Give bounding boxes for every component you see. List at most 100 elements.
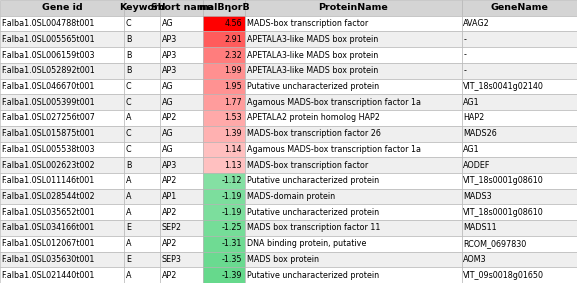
Bar [462, 31, 577, 47]
Text: C: C [126, 98, 132, 107]
Bar [245, 110, 462, 126]
Text: F.alba1.0SL034166t001: F.alba1.0SL034166t001 [2, 224, 95, 232]
Bar [203, 31, 245, 47]
Text: DNA binding protein, putative: DNA binding protein, putative [247, 239, 366, 248]
Bar [245, 31, 462, 47]
Text: -1.39: -1.39 [221, 271, 242, 280]
Bar [124, 79, 160, 94]
Bar [124, 94, 160, 110]
Text: -: - [463, 66, 466, 75]
Bar [203, 220, 245, 236]
Text: F.alba1.0SL006159t003: F.alba1.0SL006159t003 [2, 51, 95, 59]
Bar [124, 157, 160, 173]
Bar [160, 173, 203, 189]
Bar [160, 47, 203, 63]
Bar [245, 142, 462, 157]
Text: F.alba1.0SL035630t001: F.alba1.0SL035630t001 [2, 255, 95, 264]
Text: Gene id: Gene id [42, 3, 83, 12]
Text: C: C [126, 82, 132, 91]
Bar [245, 0, 462, 16]
Bar [203, 204, 245, 220]
Bar [124, 110, 160, 126]
Text: VIT_09s0018g01650: VIT_09s0018g01650 [463, 271, 544, 280]
Text: AP3: AP3 [162, 66, 177, 75]
Bar [160, 63, 203, 79]
Text: VIT_18s0001g08610: VIT_18s0001g08610 [463, 208, 544, 217]
Bar [462, 142, 577, 157]
Bar [462, 157, 577, 173]
Bar [160, 142, 203, 157]
Text: B: B [126, 51, 132, 59]
Text: F.alba1.0SL046670t001: F.alba1.0SL046670t001 [2, 82, 95, 91]
Text: AG: AG [162, 19, 173, 28]
Text: SEP3: SEP3 [162, 255, 181, 264]
Text: F.alba1.0SL005565t001: F.alba1.0SL005565t001 [2, 35, 95, 44]
Bar [0, 94, 124, 110]
Bar [124, 16, 160, 31]
Bar [160, 79, 203, 94]
Bar [462, 126, 577, 142]
Text: A: A [126, 208, 132, 217]
Text: E: E [126, 224, 131, 232]
Bar [203, 252, 245, 267]
Bar [462, 220, 577, 236]
Bar [203, 189, 245, 204]
Bar [245, 126, 462, 142]
Text: -1.35: -1.35 [221, 255, 242, 264]
Bar [160, 204, 203, 220]
Text: MADS-domain protein: MADS-domain protein [247, 192, 335, 201]
Text: -: - [463, 51, 466, 59]
Text: A: A [126, 192, 132, 201]
Bar [462, 0, 577, 16]
Text: F.alba1.0SL011146t001: F.alba1.0SL011146t001 [2, 176, 95, 185]
Text: HAP2: HAP2 [463, 113, 485, 123]
Bar [245, 173, 462, 189]
Text: F.alba1.0SL028544t002: F.alba1.0SL028544t002 [2, 192, 95, 201]
Text: AP2: AP2 [162, 208, 177, 217]
Text: Putative uncharacterized protein: Putative uncharacterized protein [247, 176, 379, 185]
Text: F.alba1.0SL002623t002: F.alba1.0SL002623t002 [2, 160, 95, 170]
Text: MADS11: MADS11 [463, 224, 497, 232]
Bar [160, 220, 203, 236]
Bar [245, 236, 462, 252]
Bar [203, 267, 245, 283]
Bar [124, 63, 160, 79]
Text: F.alba1.0SL004788t001: F.alba1.0SL004788t001 [2, 19, 95, 28]
Bar [124, 236, 160, 252]
Text: Keyword: Keyword [119, 3, 165, 12]
Text: VIT_18s0001g08610: VIT_18s0001g08610 [463, 176, 544, 185]
Bar [124, 189, 160, 204]
Text: AP2: AP2 [162, 271, 177, 280]
Text: Putative uncharacterized protein: Putative uncharacterized protein [247, 208, 379, 217]
Bar [462, 110, 577, 126]
Bar [245, 204, 462, 220]
Bar [0, 204, 124, 220]
Bar [124, 0, 160, 16]
Text: 2.91: 2.91 [224, 35, 242, 44]
Bar [462, 79, 577, 94]
Bar [0, 236, 124, 252]
Text: 2.32: 2.32 [224, 51, 242, 59]
Text: SEP2: SEP2 [162, 224, 182, 232]
Bar [203, 236, 245, 252]
Text: AP3: AP3 [162, 51, 177, 59]
Bar [0, 16, 124, 31]
Text: -1.25: -1.25 [221, 224, 242, 232]
Bar [462, 236, 577, 252]
Text: Short name: Short name [151, 3, 212, 12]
Bar [0, 220, 124, 236]
Bar [203, 0, 245, 16]
Text: B: B [126, 35, 132, 44]
Text: malBηorB: malBηorB [198, 3, 250, 12]
Bar [0, 63, 124, 79]
Bar [0, 110, 124, 126]
Bar [203, 110, 245, 126]
Bar [203, 142, 245, 157]
Bar [160, 0, 203, 16]
Bar [124, 47, 160, 63]
Text: A: A [126, 239, 132, 248]
Bar [160, 157, 203, 173]
Bar [0, 157, 124, 173]
Bar [124, 31, 160, 47]
Text: C: C [126, 129, 132, 138]
